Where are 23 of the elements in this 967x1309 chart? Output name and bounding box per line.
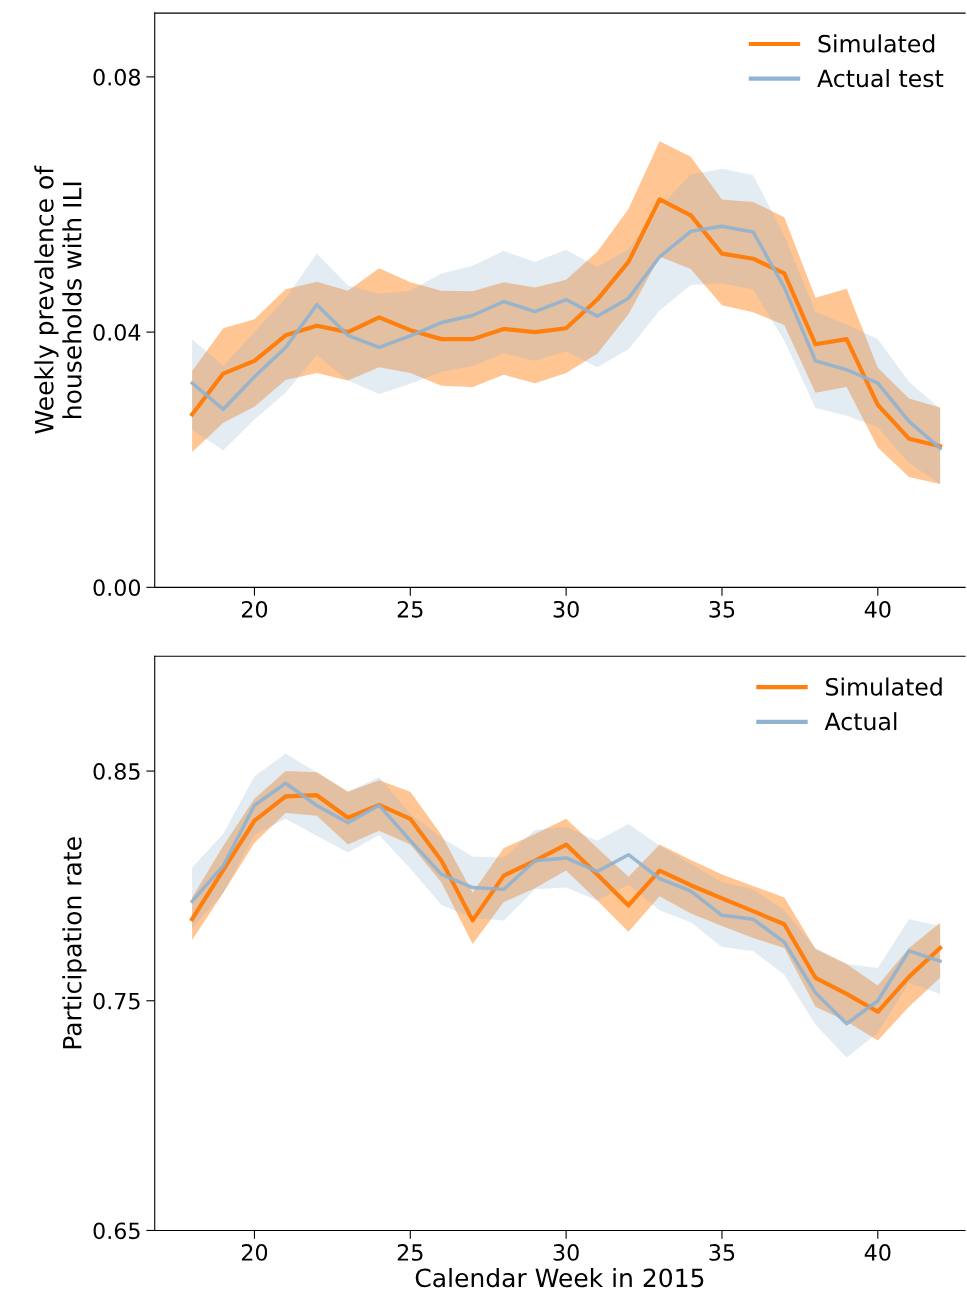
y-tick-label: 0.08	[93, 68, 141, 86]
x-tick-label: 40	[864, 600, 891, 618]
y-tick-label: 0.65	[93, 1222, 140, 1240]
x-tick-label: 25	[397, 1244, 423, 1261]
x-tick-label: 30	[553, 1244, 579, 1261]
y-tick-label: 0.04	[93, 324, 141, 341]
x-tick-label: 25	[397, 600, 423, 618]
y-axis-title: Participation rate	[62, 837, 87, 1049]
x-tick-label: 35	[709, 600, 735, 618]
x-axis-title: Calendar Week in 2015	[415, 1267, 704, 1288]
x-tick-label: 30	[553, 600, 579, 618]
legend-label: Simulated	[826, 677, 942, 696]
x-tick-label: 35	[709, 1244, 735, 1261]
x-tick-label: 20	[241, 1244, 268, 1261]
y-tick-label: 0.75	[93, 992, 140, 1010]
x-tick-label: 40	[864, 1244, 891, 1261]
x-tick-label: 20	[241, 600, 268, 618]
y-tick-label: 0.85	[93, 763, 140, 780]
legend-label: Simulated	[818, 34, 935, 53]
legend-label: Actual test	[817, 69, 944, 88]
legend-label: Actual	[824, 712, 897, 731]
y-tick-label: 0.00	[93, 579, 141, 597]
y-axis-title: Weekly prevalence of households with ILI	[34, 165, 82, 434]
